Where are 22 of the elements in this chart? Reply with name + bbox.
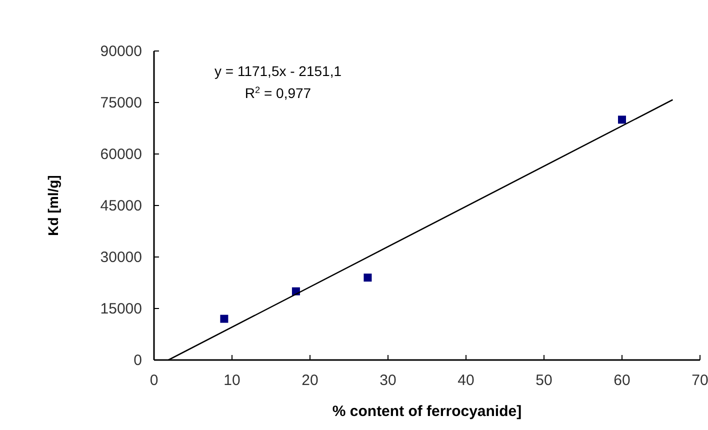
point — [618, 116, 626, 124]
x-axis-title: % content of ferrocyanide] — [332, 403, 522, 420]
y-axis-title: Kd [ml/g] — [45, 175, 61, 236]
x-tick-label: 20 — [302, 372, 318, 389]
point — [364, 274, 372, 282]
x-tick-label: 50 — [536, 372, 552, 389]
annotation: y = 1171,5x - 2151,1 — [214, 63, 342, 79]
y-tick-label: 15000 — [100, 300, 142, 318]
annotation: R$^{2}$ = 0,977 — [244, 85, 312, 101]
y-tick-label: 75000 — [100, 94, 142, 112]
point — [220, 314, 228, 323]
x-tick-label: 10 — [224, 372, 240, 389]
y-tick-label: 60000 — [100, 146, 142, 163]
y-tick-label: 45000 — [100, 198, 142, 214]
x-tick-label: 70 — [692, 372, 708, 389]
x-tick-label: 0 — [150, 372, 158, 389]
x-tick-label: 40 — [458, 372, 474, 389]
y-tick-label: 90000 — [100, 43, 142, 60]
y-tick-label: 0 — [134, 352, 142, 369]
x-tick-label: 30 — [380, 372, 396, 389]
y-tick-label: 30000 — [100, 249, 142, 266]
x-tick-label: 60 — [614, 372, 630, 389]
